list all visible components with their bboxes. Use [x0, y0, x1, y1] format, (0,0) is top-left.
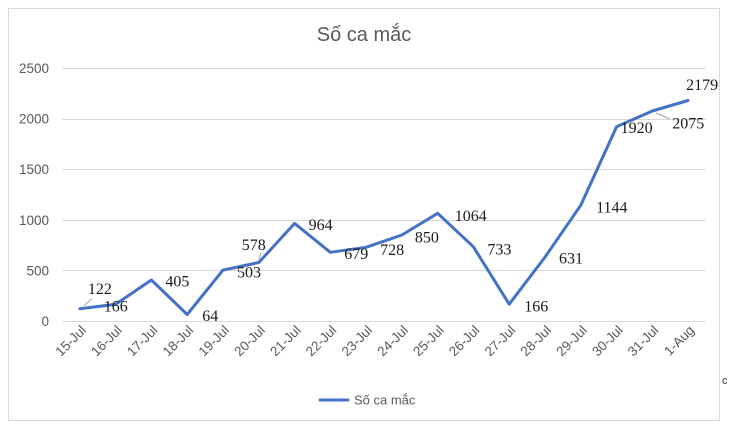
data-point — [686, 98, 691, 103]
data-label: 964 — [309, 217, 333, 234]
leader-line — [83, 298, 93, 307]
data-label: 2179 — [686, 77, 718, 94]
data-point — [185, 312, 190, 317]
chart-title: Số ca mắc — [317, 23, 411, 46]
data-point — [328, 250, 333, 255]
data-point — [149, 278, 154, 283]
data-label: 122 — [88, 281, 112, 298]
data-point — [471, 244, 476, 249]
data-point — [578, 203, 583, 208]
series-line — [78, 99, 690, 316]
data-label: 503 — [237, 265, 261, 282]
data-point — [292, 221, 297, 226]
data-point — [435, 211, 440, 216]
data-label-leader-lines — [83, 112, 670, 307]
data-label: 1064 — [455, 208, 487, 225]
y-tick-label: 2000 — [19, 112, 49, 127]
y-tick-label: 1500 — [19, 162, 49, 177]
data-point — [221, 268, 226, 273]
y-axis-tick-labels: 0 500 1000 1500 2000 2500 — [19, 61, 49, 329]
y-tick-label: 0 — [41, 314, 49, 329]
data-label: 2075 — [672, 116, 704, 133]
data-label: 166 — [104, 299, 128, 316]
data-point — [614, 124, 619, 129]
data-point — [399, 233, 404, 238]
y-tick-label: 2500 — [19, 61, 49, 76]
y-tick-label: 500 — [26, 263, 49, 278]
leader-line — [258, 252, 262, 261]
data-label: 1920 — [621, 120, 653, 137]
data-label: 166 — [524, 299, 548, 316]
data-point — [507, 302, 512, 307]
data-label: 728 — [380, 242, 404, 259]
data-label: 733 — [487, 241, 511, 258]
data-label: 405 — [165, 274, 189, 291]
data-label: 578 — [242, 237, 266, 254]
edge-text-fragment: c — [722, 375, 728, 387]
data-label: 850 — [415, 230, 439, 247]
leader-line — [656, 112, 670, 120]
data-label: 1144 — [596, 200, 627, 217]
data-label: 631 — [559, 251, 583, 268]
data-point — [543, 255, 548, 260]
data-label: 679 — [344, 246, 368, 263]
chart-area-border — [8, 8, 720, 421]
gridlines — [62, 68, 706, 322]
data-label: 64 — [202, 308, 218, 325]
data-point — [77, 306, 82, 311]
data-point — [650, 109, 655, 114]
y-tick-label: 1000 — [19, 213, 49, 228]
legend-label: Số ca mắc — [354, 393, 416, 408]
legend: Số ca mắc — [318, 393, 416, 408]
